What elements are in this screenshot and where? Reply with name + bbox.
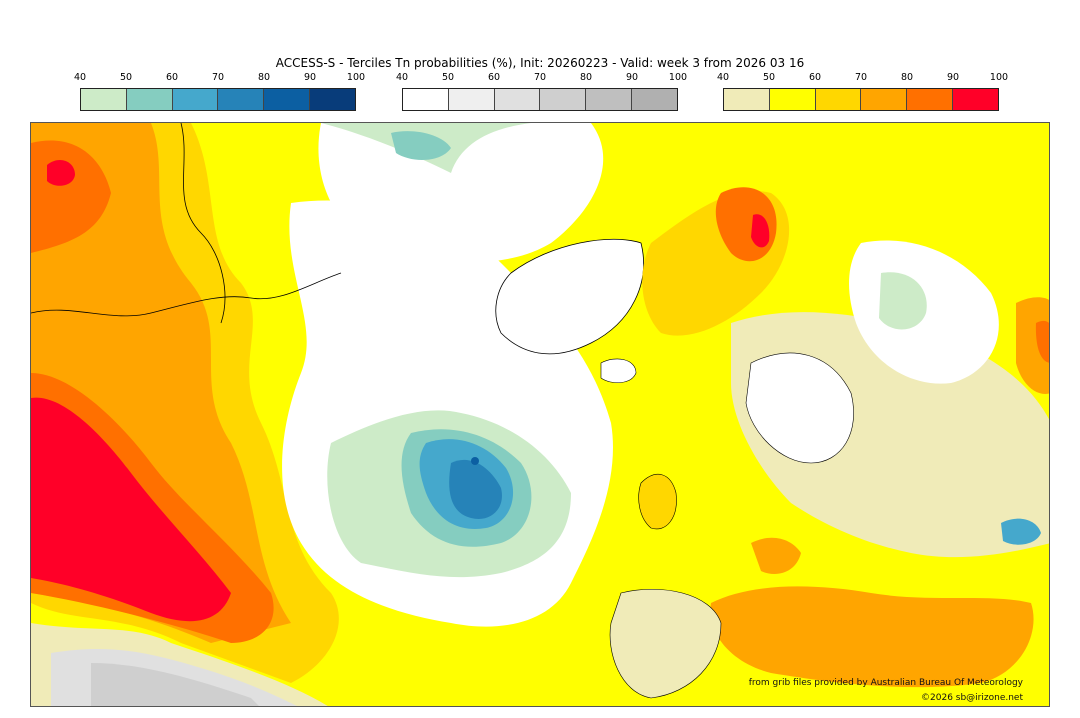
region-below-50-60 — [391, 131, 451, 160]
colorbar-segment — [724, 89, 770, 110]
region-90-100 — [31, 397, 231, 622]
greenland — [495, 238, 644, 355]
tick-label: 50 — [762, 72, 776, 83]
tick-label: 80 — [257, 72, 271, 83]
colorbar-segment — [218, 89, 265, 110]
colorbar-segment — [815, 89, 862, 110]
colorbar-near-normal — [402, 88, 678, 111]
region-below-40-50 — [879, 272, 927, 330]
colorbar-segment — [586, 89, 633, 110]
tick-label: 100 — [668, 72, 688, 83]
tick-label: 40 — [73, 72, 87, 83]
scandinavia — [745, 352, 854, 464]
tick-label: 50 — [119, 72, 133, 83]
iberia — [609, 588, 722, 699]
region-below-60-70 — [1001, 518, 1041, 545]
colorbar-segment — [126, 89, 173, 110]
region-near-70-80 — [91, 663, 259, 706]
coastline — [31, 272, 342, 317]
tick-label: 90 — [303, 72, 317, 83]
region-below-70-80 — [449, 459, 502, 519]
region-80-90 — [1035, 320, 1049, 363]
colorbar-segment — [769, 89, 816, 110]
tick-label: 90 — [625, 72, 639, 83]
tick-label: 100 — [346, 72, 366, 83]
colorbar-above-normal — [723, 88, 999, 111]
colorbar-below-ticks: 40 50 60 70 80 90 100 — [74, 72, 380, 84]
colorbar-segment — [540, 89, 587, 110]
probability-map[interactable]: from grib files provided by Australian B… — [30, 122, 1050, 707]
tick-label: 60 — [808, 72, 822, 83]
copyright-credit: ©2026 sb@irizone.net — [921, 693, 1023, 703]
region-90-100 — [751, 214, 770, 248]
colorbar-near-ticks: 40 50 60 70 80 90 100 — [396, 72, 702, 84]
tick-label: 70 — [854, 72, 868, 83]
colorbar-segment — [264, 89, 311, 110]
tick-label: 70 — [533, 72, 547, 83]
tick-label: 60 — [487, 72, 501, 83]
colorbar-above-ticks: 40 50 60 70 80 90 100 — [717, 72, 1023, 84]
iceland — [600, 358, 637, 383]
colorbar-below-normal — [80, 88, 356, 111]
colorbar-segment — [907, 89, 954, 110]
tick-label: 80 — [579, 72, 593, 83]
tick-label: 70 — [211, 72, 225, 83]
colorbar-segment — [632, 89, 677, 110]
tick-label: 80 — [900, 72, 914, 83]
colorbar-segment — [953, 89, 998, 110]
colorbar-segment — [494, 89, 541, 110]
tick-label: 90 — [946, 72, 960, 83]
region-near-normal — [318, 123, 604, 262]
tick-label: 100 — [989, 72, 1009, 83]
tick-label: 40 — [716, 72, 730, 83]
colorbar-segment — [172, 89, 219, 110]
tick-label: 40 — [395, 72, 409, 83]
tick-label: 50 — [441, 72, 455, 83]
colorbar-segment — [448, 89, 495, 110]
region-70-80 — [751, 537, 801, 574]
colorbar-segment — [81, 89, 127, 110]
region-below-80-90 — [471, 457, 479, 465]
map-canvas — [31, 123, 1049, 706]
chart-title: ACCESS-S - Terciles Tn probabilities (%)… — [275, 56, 805, 70]
colorbar-segment — [861, 89, 908, 110]
british-isles — [638, 474, 677, 530]
colorbar-segment — [310, 89, 355, 110]
colorbar-segment — [403, 89, 449, 110]
tick-label: 60 — [165, 72, 179, 83]
coastline — [180, 123, 226, 324]
source-credit: from grib files provided by Australian B… — [748, 678, 1023, 688]
region-70-80 — [710, 586, 1034, 688]
region-90-100 — [47, 160, 75, 186]
